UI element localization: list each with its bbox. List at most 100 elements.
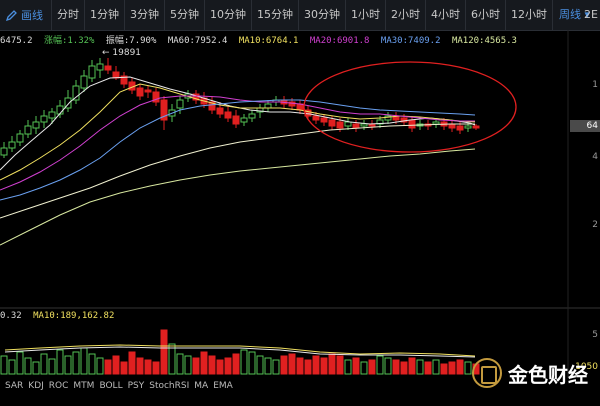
candle-body xyxy=(208,101,216,111)
volume-bar xyxy=(112,355,120,375)
volume-bar xyxy=(56,349,64,375)
volume-bar xyxy=(192,357,200,375)
volume-bar xyxy=(456,359,464,375)
volume-bar xyxy=(248,351,256,375)
volume-bar xyxy=(368,359,376,375)
tab-5min[interactable]: 5分钟 xyxy=(165,0,205,30)
candle-body xyxy=(0,147,8,156)
current-price-tag: 64 xyxy=(570,120,600,132)
ma-pale-line xyxy=(0,123,475,219)
volume-bar xyxy=(408,357,416,375)
tab-mtm[interactable]: MTM xyxy=(73,381,95,391)
candle-body xyxy=(408,119,416,129)
volume-bar xyxy=(216,359,224,375)
candle-body xyxy=(120,75,128,85)
volume-bar xyxy=(376,355,384,375)
volume-bar xyxy=(120,361,128,375)
tab-kdj[interactable]: KDJ xyxy=(28,381,44,391)
ma30-line xyxy=(0,95,475,191)
pencil-icon xyxy=(6,10,17,21)
candle-body xyxy=(160,99,168,121)
volume-bar xyxy=(336,355,344,375)
draw-line-button[interactable]: 画线 xyxy=(0,0,52,30)
volume-bar xyxy=(176,353,184,375)
volume-bar xyxy=(344,359,352,375)
watermark: 金色财经 xyxy=(472,358,588,388)
candle-body xyxy=(32,121,40,129)
volume-bar xyxy=(184,355,192,375)
volume-bar xyxy=(144,359,152,375)
volume-bar xyxy=(328,353,336,375)
volume-bar xyxy=(128,351,136,375)
tab-1hour[interactable]: 1小时 xyxy=(346,0,386,30)
tab-15min[interactable]: 15分钟 xyxy=(252,0,299,30)
candle-body xyxy=(456,125,464,131)
tab-30min[interactable]: 30分钟 xyxy=(299,0,346,30)
watermark-text: 金色财经 xyxy=(508,362,588,387)
tab-ma[interactable]: MA xyxy=(194,381,209,391)
ma30-value: MA30:7409.2 xyxy=(380,36,441,46)
candle-body xyxy=(16,133,24,143)
tab-timeshare[interactable]: 分时 xyxy=(52,0,85,30)
volume-bar xyxy=(392,359,400,375)
volume-bar xyxy=(232,353,240,375)
volume-bar xyxy=(432,359,440,375)
ma120-line xyxy=(0,148,476,246)
volume-bar xyxy=(424,361,432,375)
volume-bar xyxy=(208,355,216,375)
volume-bar xyxy=(152,361,160,375)
week-dropdown[interactable]: 周线 ▾ xyxy=(553,0,596,30)
candle-body xyxy=(472,125,480,129)
candle-body xyxy=(176,99,184,109)
volume-bar xyxy=(40,353,48,375)
tab-stochrsi[interactable]: StochRSI xyxy=(149,381,190,391)
tab-boll[interactable]: BOLL xyxy=(99,381,123,391)
volume-bar xyxy=(240,349,248,375)
ma60-line xyxy=(0,99,476,201)
candle-body xyxy=(232,115,240,125)
tab-1min[interactable]: 1分钟 xyxy=(85,0,125,30)
volume-bar xyxy=(288,353,296,375)
volume-bar xyxy=(8,359,16,375)
volume-ma10: MA10:189,162.82 xyxy=(33,311,115,321)
candle-body xyxy=(328,119,336,127)
tab-ema[interactable]: EMA xyxy=(213,381,233,391)
tab-sar[interactable]: SAR xyxy=(5,381,24,391)
tab-12hour[interactable]: 12小时 xyxy=(506,0,553,30)
change-value: 涨幅:1.32% xyxy=(43,36,95,46)
tab-3min[interactable]: 3分钟 xyxy=(125,0,165,30)
ma-lines-group xyxy=(0,76,476,246)
volume-bar xyxy=(24,357,32,375)
chevron-down-icon: ▾ xyxy=(584,8,591,21)
tab-roc[interactable]: ROC xyxy=(48,381,69,391)
volume-ma-line xyxy=(4,344,476,357)
candles-group xyxy=(0,58,480,158)
peak-price-label: ← 19891 xyxy=(102,48,142,58)
volume-bar xyxy=(400,361,408,375)
volume-bar xyxy=(32,361,40,375)
ma60-value: MA60:7952.4 xyxy=(167,36,228,46)
candle-body xyxy=(24,125,32,135)
volume-bar xyxy=(0,355,8,375)
volume-bar xyxy=(16,351,24,375)
volume-bar xyxy=(448,361,456,375)
candle-body xyxy=(336,121,344,129)
tab-6hour[interactable]: 6小时 xyxy=(466,0,506,30)
tab-4hour[interactable]: 4小时 xyxy=(426,0,466,30)
axis-label-4: 4 xyxy=(592,152,598,162)
candle-body xyxy=(352,123,360,129)
tab-psy[interactable]: PSY xyxy=(127,381,145,391)
volume-bar xyxy=(416,359,424,375)
ma-info-row: 6475.2 涨幅:1.32% 振幅:7.90% MA60:7952.4 MA1… xyxy=(0,33,523,47)
amplitude-value: 振幅:7.90% xyxy=(105,36,157,46)
price-value: 6475.2 xyxy=(0,36,33,46)
volume-bar xyxy=(280,355,288,375)
axis-label-vol: 1050 xyxy=(575,362,598,372)
volume-bar xyxy=(256,355,264,375)
candle-body xyxy=(72,85,80,101)
draw-line-label: 画线 xyxy=(21,9,43,22)
tab-10min[interactable]: 10分钟 xyxy=(205,0,252,30)
tab-2hour[interactable]: 2小时 xyxy=(386,0,426,30)
candlestick-chart[interactable] xyxy=(0,30,600,378)
candle-body xyxy=(216,107,224,115)
